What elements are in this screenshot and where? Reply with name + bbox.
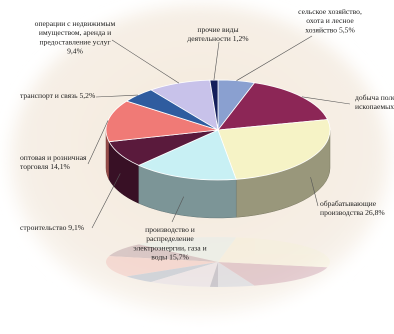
slice-label-line: добыча полезн — [355, 93, 394, 102]
slice-label-0: сельское хозяйство, охота и лесное хозяйст… — [298, 7, 362, 34]
pie-slices — [105, 79, 331, 181]
slice-label-line: сельское хозяйство, — [298, 7, 362, 16]
slice-label-line: производство и — [145, 225, 195, 234]
leader-line-0 — [236, 35, 313, 81]
slice-label-line: производства 26,8% — [320, 208, 385, 217]
slice-label-1: добыча полезнископаемых 17, — [355, 93, 394, 111]
reflection-slice-0 — [218, 262, 255, 287]
leader-line-1 — [301, 96, 351, 105]
pie-slice-2 — [217, 119, 331, 180]
chart-reflection — [106, 236, 330, 287]
leader-line-6 — [95, 94, 138, 98]
leader-line-7 — [111, 39, 180, 84]
slice-label-7: операции с недвижимым имуществом, аренда … — [35, 19, 116, 56]
slice-label-line: торговля 14,1% — [20, 162, 70, 171]
leader-line-4 — [91, 173, 121, 229]
pie-slice-5 — [105, 100, 219, 143]
slice-label-line: деятельности 1,2% — [187, 34, 249, 43]
slice-label-line: 9,4% — [67, 47, 83, 56]
slice-label-8: прочие виды деятельности 1,2% — [187, 25, 249, 43]
slice-label-line: хозяйство 5,5% — [305, 25, 355, 34]
slice-label-line: обрабатывающие — [320, 199, 377, 208]
leader-line-3 — [171, 196, 184, 223]
slice-labels: сельское хозяйство, охота и лесное хозяйст… — [20, 7, 394, 262]
pie-slice-3 — [137, 129, 237, 181]
slice-label-2: обрабатывающие производства 26,8% — [320, 199, 385, 217]
reflection-slice-6 — [126, 262, 218, 283]
slice-label-line: строительство 9,1% — [20, 223, 85, 232]
leader-lines — [87, 35, 351, 229]
slice-label-line: предоставление услуг — [39, 37, 110, 46]
leader-line-5 — [87, 120, 109, 165]
slice-label-line: прочие виды — [197, 25, 238, 34]
reflection-slice-8 — [209, 262, 218, 287]
slice-label-line: распределение — [146, 234, 194, 243]
slice-label-line: электроэнергии, газа и — [133, 243, 206, 252]
slice-label-line: воды 15,7% — [151, 253, 189, 262]
leader-line-2 — [310, 177, 319, 207]
slice-label-line: оптовая и розничная — [20, 153, 87, 162]
slice-label-line: ископаемых 17, — [355, 102, 394, 111]
leader-line-8 — [213, 41, 220, 81]
slice-label-line: транспорт и связь 5,2% — [20, 91, 96, 100]
reflection-slice-5 — [106, 256, 218, 277]
reflection-slice-4 — [109, 244, 218, 262]
slice-label-6: транспорт и связь 5,2% — [20, 91, 96, 100]
slice-label-3: производство и распределение электроэнерги… — [133, 225, 206, 262]
slice-label-line: охота и лесное — [306, 16, 354, 25]
reflection-slice-3 — [138, 236, 237, 262]
reflection-slice-2 — [218, 237, 330, 268]
reflection-slice-1 — [218, 262, 328, 286]
pie-slice-1 — [217, 82, 329, 131]
slice-label-line: операции с недвижимым — [35, 19, 116, 28]
slice-label-line: имуществом, аренда и — [39, 28, 111, 37]
reflection-slice-7 — [151, 262, 218, 287]
slice-label-5: оптовая и розничная торговля 14,1% — [20, 153, 87, 171]
slice-label-4: строительство 9,1% — [20, 223, 85, 232]
